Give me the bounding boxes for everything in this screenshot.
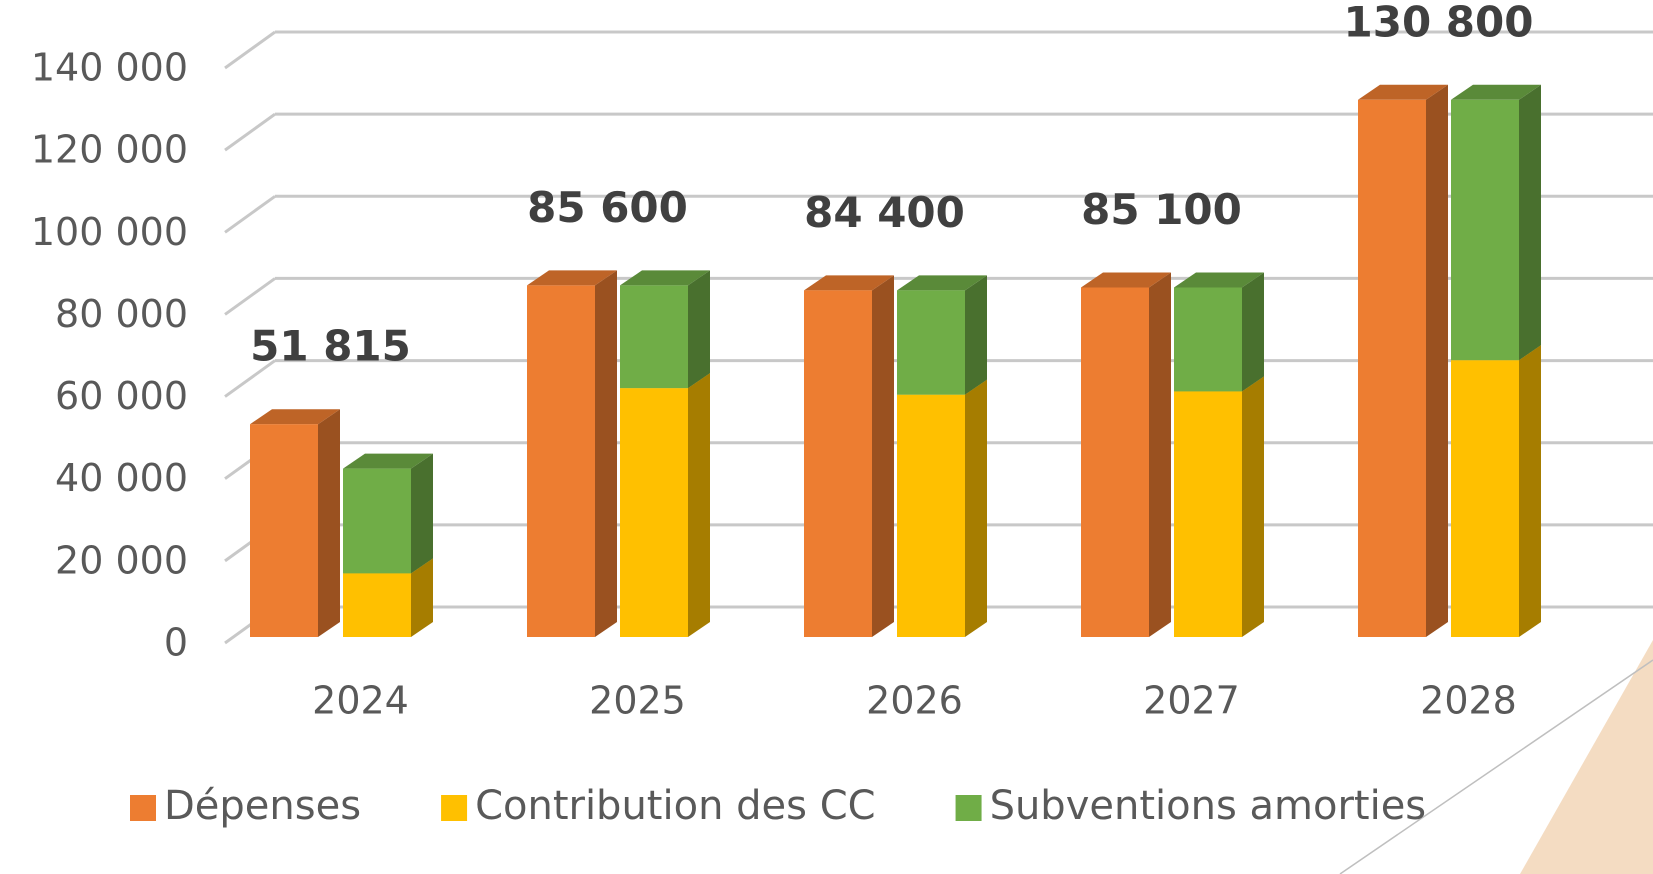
x-tick-label: 2025 [589,679,686,723]
decor [1520,640,1653,874]
bar [250,424,318,637]
bar-side [872,275,894,637]
legend-label: Dépenses [164,783,361,829]
bar-top [1081,272,1171,288]
bar-side [1519,345,1541,637]
bar-top [527,270,617,286]
bar [1451,99,1519,361]
decor-line [1339,659,1653,874]
grid-line [224,30,276,70]
x-tick-label: 2024 [312,679,409,723]
y-tick-label: 140 000 [31,46,188,90]
bar-side [1149,272,1171,637]
bar-side [595,270,617,637]
bar-top [620,270,710,286]
bar-top [250,409,340,425]
bar [1358,99,1426,638]
y-tick-label: 120 000 [31,128,188,172]
legend-swatch [955,795,982,821]
bar [1451,360,1519,637]
legend-swatch [441,795,468,821]
y-tick-label: 80 000 [55,292,188,336]
bar [1174,391,1242,637]
bar-side [1242,272,1264,392]
bar-side [411,558,433,637]
bar-side [965,275,987,395]
bar [1081,287,1149,637]
bar [620,388,688,637]
bar [527,285,595,637]
grid-line [224,195,276,234]
y-tick-label: 20 000 [55,538,188,582]
bar-side [688,270,710,389]
bar-side [411,453,433,574]
y-tick-label: 40 000 [55,456,188,500]
bar-top [1451,84,1541,100]
bar [897,394,965,637]
data-label: 85 600 [527,183,688,232]
y-tick-label: 60 000 [55,374,188,418]
bar-top [897,275,987,291]
data-label: 84 400 [804,188,965,237]
bar-side [318,409,340,637]
data-label: 85 100 [1081,185,1242,234]
data-label: 130 800 [1344,0,1534,46]
bar-side [1242,376,1264,637]
bar-top [804,275,894,291]
bar [804,290,872,637]
bar [343,573,411,637]
bar-side [1519,84,1541,361]
grid-line [224,359,276,398]
bar-side [1426,84,1448,638]
bar [343,468,411,574]
bar-side [965,379,987,637]
data-label: 51 815 [250,322,411,371]
legend-label: Subventions amorties [990,783,1427,829]
bar [1174,287,1242,392]
bar [897,290,965,395]
x-tick-label: 2027 [1143,679,1240,723]
legend-label: Contribution des CC [475,783,876,829]
bar-top [1358,84,1448,100]
y-tick-label: 0 [164,621,188,665]
bar [620,285,688,389]
grid-line [224,277,276,316]
legend-swatch [130,795,156,821]
bar-side [688,373,710,637]
y-tick-label: 100 000 [31,210,188,254]
grid-line [224,112,276,152]
x-tick-label: 2026 [866,679,963,723]
bar-top [343,453,433,469]
x-tick-label: 2028 [1420,679,1517,723]
bar-top [1174,272,1264,288]
